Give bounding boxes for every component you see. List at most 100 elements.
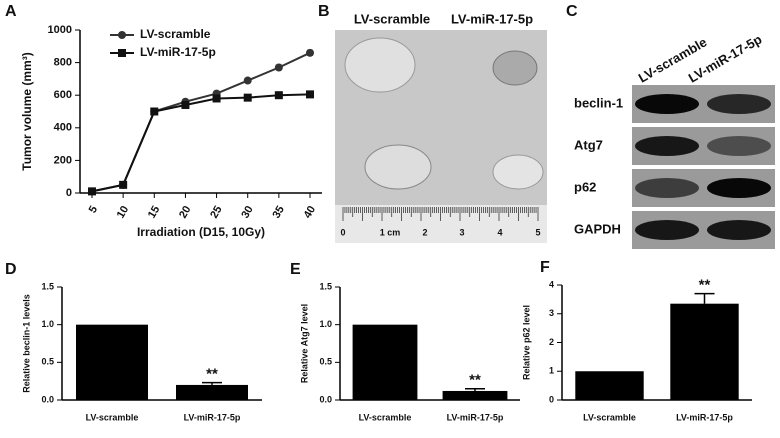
marker xyxy=(88,187,96,196)
x-tick-label: 15 xyxy=(146,204,163,221)
ruler-label: 2 xyxy=(422,227,427,237)
marker xyxy=(306,90,314,99)
x-tick-label: LV-scramble xyxy=(359,412,412,422)
x-tick-label: LV-scramble xyxy=(583,412,636,422)
blot: beclin-1 Atg7 p62 GAPDH xyxy=(574,85,775,249)
y-axis-label: Relative beclin-1 levels xyxy=(21,294,31,393)
y-tick-label: 400 xyxy=(54,122,72,134)
y-tick-label: 1.0 xyxy=(41,319,54,329)
y-tick-label: 800 xyxy=(54,57,72,69)
blot-band xyxy=(707,136,771,156)
x-tick-label: 40 xyxy=(302,204,319,221)
panel-letter: C xyxy=(566,3,578,20)
blot-row-label: GAPDH xyxy=(574,221,621,236)
bar xyxy=(76,324,148,400)
ruler-label: 5 xyxy=(535,227,540,237)
y-tick-label: 1.0 xyxy=(319,319,332,329)
blot-row-label: p62 xyxy=(574,179,596,194)
y-tick-label: 1 xyxy=(549,366,554,376)
x-tick-label: LV-miR-17-5p xyxy=(184,412,241,422)
y-tick-label: 4 xyxy=(549,279,554,289)
blot-band xyxy=(635,136,699,156)
photo-label: LV-scramble xyxy=(354,11,430,26)
blot-band xyxy=(635,178,699,198)
y-axis-label: Relative p62 level xyxy=(521,305,531,380)
tumor xyxy=(344,37,416,93)
bar xyxy=(670,303,739,400)
marker xyxy=(181,100,190,109)
y-tick-label: 1000 xyxy=(48,24,72,36)
panel-letter: D xyxy=(5,261,17,278)
marker xyxy=(243,76,252,85)
blot-band xyxy=(707,94,771,114)
legend-marker xyxy=(118,31,126,39)
error-bar xyxy=(202,381,222,385)
annotation: ** xyxy=(469,372,481,389)
blot-band xyxy=(635,220,699,240)
marker xyxy=(306,48,314,57)
marker xyxy=(119,180,128,189)
blot-band xyxy=(635,94,699,114)
y-tick-label: 0.0 xyxy=(41,394,54,404)
ruler-label: 3 xyxy=(459,227,464,237)
panel-letter: F xyxy=(540,259,550,276)
y-tick-label: 0 xyxy=(66,187,72,199)
panel-letter: E xyxy=(290,261,301,278)
x-tick-label: 25 xyxy=(208,204,225,221)
tumor xyxy=(492,154,544,190)
x-axis-label: Irradiation (D15, 10Gy) xyxy=(137,225,265,239)
y-tick-label: 600 xyxy=(54,89,72,101)
y-axis-label: Relative Atg7 level xyxy=(299,304,309,383)
y-tick-label: 0.5 xyxy=(319,357,332,367)
marker xyxy=(150,107,159,116)
x-tick-label: 20 xyxy=(177,204,194,221)
ruler-label: 4 xyxy=(497,227,502,237)
legend-label: LV-scramble xyxy=(140,27,211,41)
tumor xyxy=(492,50,538,86)
y-tick-label: 200 xyxy=(54,154,72,166)
bar xyxy=(352,324,418,400)
annotation: ** xyxy=(699,277,711,294)
panel-letter: B xyxy=(318,3,330,20)
x-tick-label: 10 xyxy=(115,204,132,221)
y-tick-label: 2 xyxy=(549,337,554,347)
x-tick-label: 30 xyxy=(239,204,256,221)
photo-label: LV-miR-17-5p xyxy=(451,11,533,26)
x-tick-label: 35 xyxy=(270,204,287,221)
error-bar xyxy=(694,292,715,304)
ruler-ticks xyxy=(342,207,539,221)
x-tick-label: LV-miR-17-5p xyxy=(676,412,733,422)
y-tick-label: 0.0 xyxy=(319,394,332,404)
blot-band xyxy=(707,178,771,198)
y-tick-label: 0 xyxy=(549,394,554,404)
y-tick-label: 1.5 xyxy=(41,281,54,291)
annotation: ** xyxy=(206,366,218,383)
y-tick-label: 1.5 xyxy=(319,281,332,291)
legend-label: LV-miR-17-5p xyxy=(140,45,216,59)
x-tick-label: LV-scramble xyxy=(86,412,139,422)
blot-band xyxy=(707,220,771,240)
y-tick-label: 0.5 xyxy=(41,357,54,367)
legend-marker xyxy=(118,49,126,57)
line xyxy=(91,93,311,193)
blot-row-label: Atg7 xyxy=(574,137,603,152)
x-tick-label: LV-miR-17-5p xyxy=(447,412,504,422)
ruler-label: 1 cm xyxy=(380,227,401,237)
tumor xyxy=(364,144,432,190)
panel-letter: A xyxy=(5,3,17,20)
y-axis-label: Tumor volume (mm³) xyxy=(20,52,34,170)
marker xyxy=(274,63,283,72)
bar xyxy=(176,384,248,400)
bar xyxy=(442,390,508,400)
line xyxy=(91,51,311,193)
marker xyxy=(274,91,283,100)
ruler xyxy=(335,205,547,243)
y-tick-label: 3 xyxy=(549,308,554,318)
x-tick-label: 5 xyxy=(87,204,100,215)
blot-row-label: beclin-1 xyxy=(574,95,623,110)
error-bar xyxy=(465,387,485,391)
marker xyxy=(212,94,221,103)
ruler-label: 0 xyxy=(340,227,345,237)
bar xyxy=(575,371,644,400)
